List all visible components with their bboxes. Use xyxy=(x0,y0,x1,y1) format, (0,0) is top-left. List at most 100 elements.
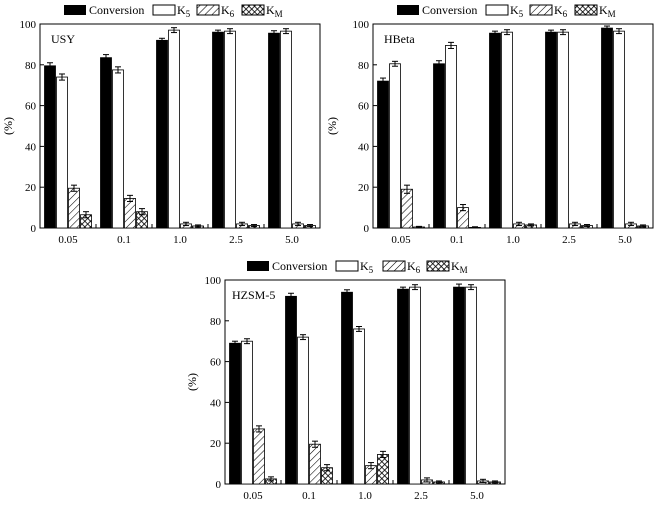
legend-item-conversion: Conversion xyxy=(397,3,477,17)
legend-usy: Conversion K5 K6 KM xyxy=(64,3,283,19)
bar-k5 xyxy=(501,31,513,229)
x-tick-label: 2.5 xyxy=(229,234,243,246)
bar-conversion xyxy=(545,31,557,229)
bar-conversion xyxy=(44,65,56,229)
legend-swatch-km xyxy=(574,4,598,16)
legend-label-k5: K5 xyxy=(360,259,374,275)
bar-conversion xyxy=(397,288,409,485)
y-tick-label: 80 xyxy=(358,60,370,72)
legend-label-k6: K6 xyxy=(221,3,235,19)
legend-hbeta: Conversion K5 K6 KM xyxy=(397,3,616,19)
y-ticks-hzsm5: 0 20 40 60 80 100 xyxy=(205,275,229,491)
axes-frame-hbeta xyxy=(372,23,654,229)
y-tick-label: 60 xyxy=(210,357,222,369)
bar-conversion xyxy=(229,342,241,485)
y-ticks-hbeta: 0 20 40 60 80 100 xyxy=(353,19,377,235)
y-tick-label: 0 xyxy=(216,479,222,491)
bar-k6 xyxy=(68,187,80,229)
y-tick-label: 0 xyxy=(364,223,370,235)
x-tick-label: 2.5 xyxy=(414,490,428,502)
panel-title-hzsm5: HZSM-5 xyxy=(232,288,275,302)
bar-k6 xyxy=(401,188,413,229)
bar-k5 xyxy=(445,45,457,229)
bar-k5 xyxy=(56,76,68,229)
y-axis-label-hzsm5: (%) xyxy=(185,373,199,391)
y-ticks-usy: 0 20 40 60 80 100 xyxy=(20,19,44,235)
legend-label-km: KM xyxy=(451,259,468,275)
x-tick-label: 0.05 xyxy=(391,234,411,246)
y-tick-label: 40 xyxy=(358,141,370,153)
y-tick-label: 20 xyxy=(210,438,222,450)
bar-conversion xyxy=(433,63,445,229)
bar-conversion xyxy=(285,295,297,485)
panel-title-hbeta: HBeta xyxy=(384,32,415,46)
legend-item-km: KM xyxy=(241,3,283,19)
bar-conversion xyxy=(268,32,280,229)
legend-swatch-conversion xyxy=(247,261,269,271)
bar-k5 xyxy=(353,328,365,485)
x-tick-label: 1.0 xyxy=(173,234,187,246)
legend-item-conversion: Conversion xyxy=(64,3,144,17)
x-tick-label: 5.0 xyxy=(470,490,484,502)
legend-hzsm5: Conversion K5 K6 KM xyxy=(247,259,468,275)
x-tick-label: 5.0 xyxy=(618,234,632,246)
legend-item-k5: K5 xyxy=(335,259,374,275)
y-tick-label: 100 xyxy=(205,275,222,287)
y-tick-label: 100 xyxy=(20,19,37,31)
y-tick-label: 80 xyxy=(25,60,37,72)
y-axis-label-hbeta: (%) xyxy=(325,117,339,135)
bar-conversion xyxy=(453,286,465,485)
bars-usy xyxy=(44,27,316,229)
bar-k5 xyxy=(465,286,477,485)
y-tick-label: 60 xyxy=(358,101,370,113)
axes-frame-usy xyxy=(39,23,321,229)
legend-item-km: KM xyxy=(426,259,468,275)
legend-label-conversion: Conversion xyxy=(272,259,327,273)
legend-swatch-k5 xyxy=(485,4,509,16)
x-tick-label: 0.05 xyxy=(243,490,263,502)
x-ticks-hzsm5: 0.05 0.1 1.0 2.5 5.0 xyxy=(243,480,484,502)
bar-k5 xyxy=(613,30,625,229)
x-tick-label: 0.1 xyxy=(117,234,131,246)
panel-usy: Conversion K5 K6 KM USY (%) 0 20 40 60 80 100 xyxy=(1,3,321,246)
x-ticks-usy: 0.05 0.1 1.0 2.5 5.0 xyxy=(58,224,299,246)
legend-label-km: KM xyxy=(599,3,616,19)
y-tick-label: 40 xyxy=(210,397,222,409)
bars-hzsm5 xyxy=(229,283,501,485)
y-tick-label: 80 xyxy=(210,316,222,328)
legend-item-k6: K6 xyxy=(196,3,235,19)
bar-k5 xyxy=(112,69,124,229)
legend-swatch-k5 xyxy=(152,4,176,16)
bar-k6 xyxy=(253,428,265,485)
legend-swatch-km xyxy=(426,260,450,272)
x-tick-label: 0.05 xyxy=(58,234,78,246)
legend-item-k6: K6 xyxy=(529,3,568,19)
bar-k5 xyxy=(280,30,292,229)
legend-item-k5: K5 xyxy=(152,3,191,19)
bar-k6 xyxy=(124,198,136,229)
bar-k5 xyxy=(297,336,309,485)
bar-conversion xyxy=(100,57,112,229)
legend-label-k5: K5 xyxy=(177,3,191,19)
legend-label-k5: K5 xyxy=(510,3,524,19)
bar-k5 xyxy=(168,29,180,229)
legend-swatch-km xyxy=(241,4,265,16)
legend-swatch-k6 xyxy=(196,4,220,16)
x-tick-label: 1.0 xyxy=(506,234,520,246)
legend-label-km: KM xyxy=(266,3,283,19)
x-tick-label: 1.0 xyxy=(358,490,372,502)
y-tick-label: 100 xyxy=(353,19,370,31)
panel-title-usy: USY xyxy=(51,32,75,46)
bar-k5 xyxy=(224,30,236,229)
y-tick-label: 60 xyxy=(25,101,37,113)
legend-label-k6: K6 xyxy=(554,3,568,19)
bar-k5 xyxy=(409,286,421,485)
bar-conversion xyxy=(212,31,224,229)
panel-hbeta: Conversion K5 K6 KM HBeta (%) 0 20 40 60 80 1… xyxy=(325,3,654,246)
y-tick-label: 20 xyxy=(358,182,370,194)
bar-conversion xyxy=(341,291,353,485)
legend-swatch-k6 xyxy=(529,4,553,16)
bar-conversion xyxy=(156,39,168,229)
